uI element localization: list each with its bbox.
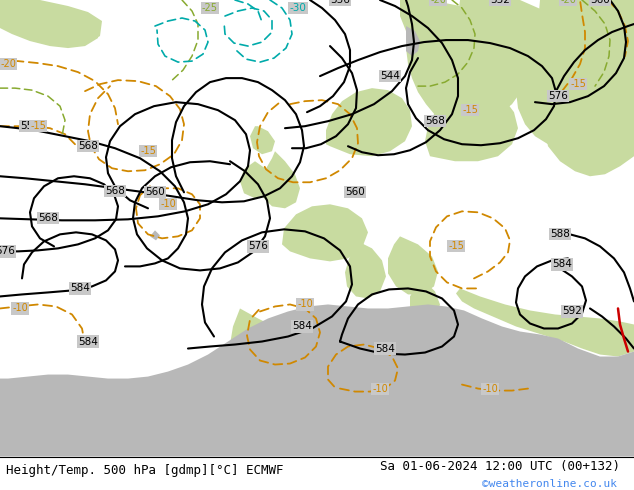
Polygon shape xyxy=(425,88,518,161)
Text: -20: -20 xyxy=(430,0,446,5)
Text: -10: -10 xyxy=(297,299,313,310)
Text: 560: 560 xyxy=(145,187,165,197)
Text: Sa 01-06-2024 12:00 UTC (00+132): Sa 01-06-2024 12:00 UTC (00+132) xyxy=(380,460,621,472)
Polygon shape xyxy=(188,396,196,405)
Text: 568: 568 xyxy=(38,213,58,223)
Text: -30: -30 xyxy=(290,3,306,13)
Text: 584: 584 xyxy=(375,343,395,353)
Polygon shape xyxy=(400,0,530,128)
Polygon shape xyxy=(0,11,100,48)
Polygon shape xyxy=(516,0,634,144)
Text: 552: 552 xyxy=(490,0,510,5)
Text: ©weatheronline.co.uk: ©weatheronline.co.uk xyxy=(482,479,617,489)
Text: -10: -10 xyxy=(12,303,28,314)
Polygon shape xyxy=(230,309,325,405)
Text: 576: 576 xyxy=(248,242,268,251)
Polygon shape xyxy=(456,289,634,357)
Polygon shape xyxy=(168,400,180,409)
Polygon shape xyxy=(0,304,634,457)
Text: -15: -15 xyxy=(448,242,464,251)
Text: -15: -15 xyxy=(570,79,586,89)
Polygon shape xyxy=(0,0,45,16)
Text: -10: -10 xyxy=(160,199,176,209)
Polygon shape xyxy=(450,0,560,96)
Text: 560: 560 xyxy=(345,187,365,197)
Text: 592: 592 xyxy=(562,306,582,317)
Text: 544: 544 xyxy=(380,71,400,81)
Text: 584: 584 xyxy=(292,321,312,332)
Text: -20: -20 xyxy=(560,0,576,5)
Text: -15: -15 xyxy=(140,146,156,156)
Polygon shape xyxy=(0,0,102,46)
Text: 568: 568 xyxy=(78,141,98,151)
Text: 576: 576 xyxy=(0,246,15,256)
Polygon shape xyxy=(150,230,160,241)
Polygon shape xyxy=(345,242,386,298)
Text: 568: 568 xyxy=(425,116,445,126)
Text: 568: 568 xyxy=(105,186,125,196)
Text: -10: -10 xyxy=(372,384,388,393)
Polygon shape xyxy=(406,26,420,56)
Text: -15: -15 xyxy=(462,105,478,115)
Text: 584: 584 xyxy=(78,337,98,346)
Text: -10: -10 xyxy=(482,384,498,393)
Text: 588: 588 xyxy=(550,229,570,239)
Polygon shape xyxy=(178,406,188,415)
Text: 552: 552 xyxy=(20,121,40,131)
Text: 576: 576 xyxy=(548,91,568,101)
Text: -25: -25 xyxy=(202,3,218,13)
Text: 536: 536 xyxy=(330,0,350,5)
Text: 584: 584 xyxy=(70,283,90,294)
Text: -20: -20 xyxy=(0,59,16,69)
Polygon shape xyxy=(240,161,270,198)
Text: 584: 584 xyxy=(552,259,572,270)
Text: 560: 560 xyxy=(590,0,610,5)
Text: -15: -15 xyxy=(30,121,46,131)
Text: Height/Temp. 500 hPa [gdmp][°C] ECMWF: Height/Temp. 500 hPa [gdmp][°C] ECMWF xyxy=(6,464,284,477)
Polygon shape xyxy=(282,204,368,261)
Polygon shape xyxy=(410,281,440,321)
Polygon shape xyxy=(388,236,438,294)
Polygon shape xyxy=(326,88,412,156)
Polygon shape xyxy=(250,126,275,154)
Polygon shape xyxy=(260,151,300,208)
Polygon shape xyxy=(545,0,634,176)
